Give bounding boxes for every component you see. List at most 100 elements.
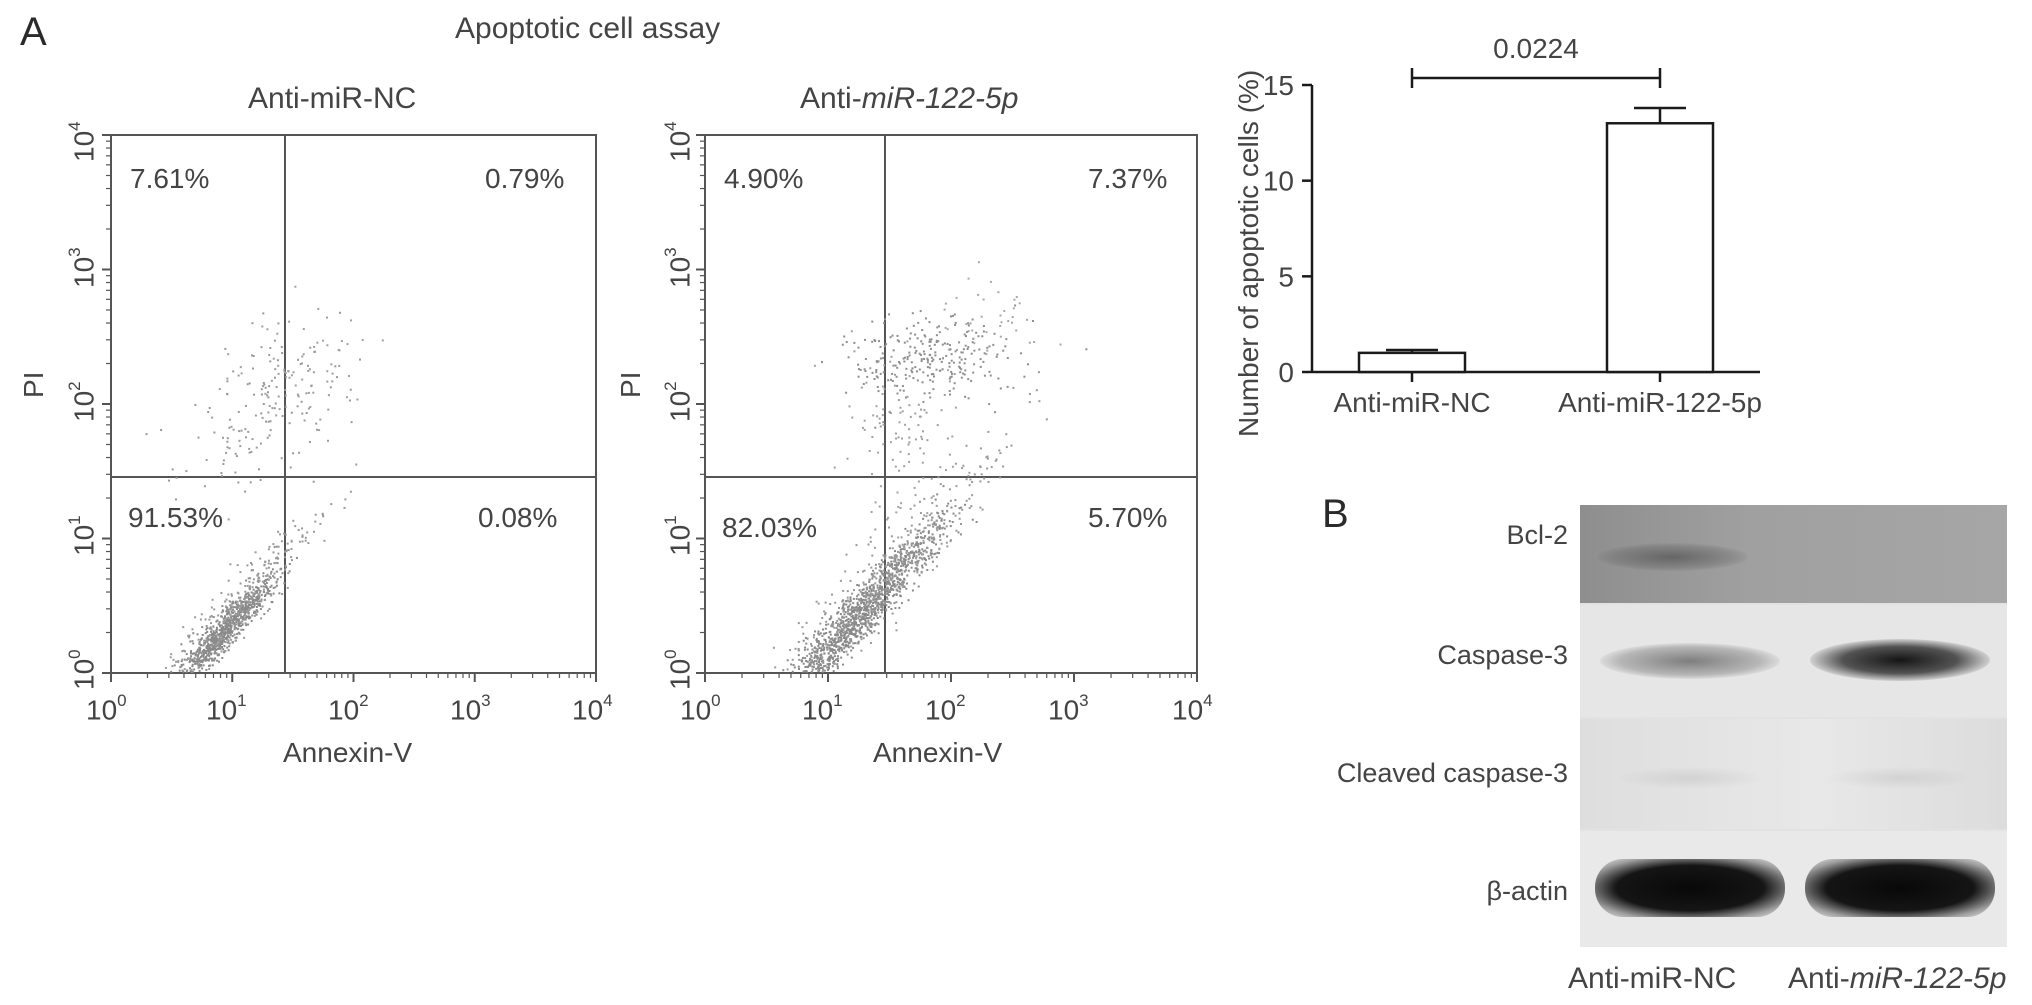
flow-event-dot bbox=[900, 565, 903, 568]
flow-event-dot bbox=[971, 341, 974, 344]
flow-event-dot bbox=[855, 636, 858, 638]
flow-event-dot bbox=[816, 667, 819, 670]
flow-event-dot bbox=[988, 403, 991, 406]
flow-event-dot bbox=[185, 470, 188, 473]
flow-event-dot bbox=[885, 600, 888, 603]
flow-event-dot bbox=[948, 390, 951, 392]
flow-event-dot bbox=[801, 660, 803, 663]
flow-event-dot bbox=[240, 429, 243, 432]
flow-event-dot bbox=[898, 362, 901, 365]
flow-event-dot bbox=[870, 618, 873, 621]
flow-event-dot bbox=[260, 599, 263, 602]
flow-event-dot bbox=[213, 634, 216, 637]
flow-event-dot bbox=[832, 670, 835, 673]
flow-event-dot bbox=[269, 562, 272, 565]
flow-event-dot bbox=[275, 545, 278, 548]
flow-event-dot bbox=[258, 589, 260, 592]
flow-event-dot bbox=[798, 668, 800, 670]
flow-event-dot bbox=[203, 639, 206, 642]
flow-event-dot bbox=[208, 667, 211, 670]
flow-event-dot bbox=[922, 550, 925, 553]
flow-event-dot bbox=[906, 541, 909, 544]
flow-event-dot bbox=[871, 613, 873, 616]
flow-event-dot bbox=[932, 358, 935, 361]
flow-event-dot bbox=[250, 562, 252, 564]
flow-event-dot bbox=[226, 612, 229, 615]
flow-event-dot bbox=[216, 659, 219, 662]
flow-event-dot bbox=[195, 650, 198, 653]
flow-event-dot bbox=[881, 352, 884, 355]
flow-event-dot bbox=[931, 533, 934, 536]
flow-plot-1-ytick-0: 100 bbox=[65, 649, 100, 690]
flow-event-dot bbox=[872, 589, 875, 592]
flow-event-dot bbox=[867, 621, 870, 624]
flow-event-dot bbox=[249, 603, 251, 606]
flow-event-dot bbox=[197, 653, 200, 656]
flow-event-dot bbox=[221, 646, 223, 648]
flow-event-dot bbox=[950, 353, 953, 356]
flow-event-dot bbox=[194, 403, 197, 406]
flow-event-dot bbox=[859, 629, 861, 632]
flow-event-dot bbox=[938, 369, 941, 372]
flow-event-dot bbox=[789, 649, 792, 652]
flow-event-dot bbox=[855, 622, 857, 625]
flow-event-dot bbox=[994, 459, 997, 462]
flow-event-dot bbox=[322, 515, 325, 518]
flow-event-dot bbox=[233, 628, 236, 631]
flow-event-dot bbox=[931, 556, 934, 559]
flow-event-dot bbox=[209, 615, 212, 618]
flow-event-dot bbox=[275, 580, 278, 583]
flow-event-dot bbox=[907, 563, 909, 566]
flow-event-dot bbox=[899, 570, 902, 573]
flow-event-dot bbox=[989, 374, 992, 377]
flow-event-dot bbox=[827, 652, 830, 655]
flow-event-dot bbox=[236, 600, 239, 603]
flow-event-dot bbox=[925, 563, 928, 566]
flow-event-dot bbox=[902, 581, 905, 584]
flow-event-dot bbox=[926, 439, 929, 442]
flow-event-dot bbox=[933, 553, 936, 556]
flow-event-dot bbox=[851, 416, 854, 419]
flow-event-dot bbox=[821, 617, 824, 619]
flow-event-dot bbox=[915, 349, 918, 352]
flow-event-dot bbox=[806, 660, 809, 663]
flow-event-dot bbox=[240, 605, 243, 608]
flow-event-dot bbox=[870, 608, 873, 611]
flow-event-dot bbox=[894, 364, 897, 367]
flow-event-dot bbox=[839, 618, 842, 621]
flow-event-dot bbox=[181, 658, 184, 661]
flow-event-dot bbox=[191, 670, 194, 673]
flow-event-dot bbox=[939, 483, 942, 486]
flow-event-dot bbox=[880, 601, 883, 604]
flow-event-dot bbox=[829, 603, 832, 605]
flow-event-dot bbox=[826, 648, 829, 651]
flow-event-dot bbox=[232, 428, 235, 431]
flow-event-dot bbox=[801, 657, 804, 659]
flow-event-dot bbox=[223, 628, 226, 631]
flow-event-dot bbox=[284, 568, 287, 571]
flow-event-dot bbox=[921, 564, 924, 567]
flow-event-dot bbox=[821, 666, 824, 669]
flow-event-dot bbox=[808, 652, 811, 655]
flow-event-dot bbox=[804, 666, 807, 668]
flow-event-dot bbox=[860, 638, 863, 641]
flow-event-dot bbox=[806, 648, 809, 651]
flow-event-dot bbox=[230, 638, 233, 641]
flow-event-dot bbox=[171, 665, 174, 668]
flow-event-dot bbox=[224, 637, 227, 640]
flow-event-dot bbox=[865, 634, 868, 637]
flow-event-dot bbox=[188, 661, 191, 664]
flow-event-dot bbox=[251, 563, 253, 566]
flow-event-dot bbox=[874, 610, 877, 613]
flow-event-dot bbox=[812, 661, 815, 664]
flow-event-dot bbox=[819, 632, 822, 635]
flow-event-dot bbox=[867, 613, 870, 616]
flow-event-dot bbox=[928, 557, 931, 560]
flow-event-dot bbox=[858, 610, 861, 613]
flow-event-dot bbox=[350, 421, 353, 424]
flow-event-dot bbox=[873, 607, 876, 610]
flow-event-dot bbox=[278, 592, 281, 595]
flow-event-dot bbox=[896, 581, 899, 583]
flow-event-dot bbox=[190, 650, 192, 653]
flow-event-dot bbox=[266, 394, 269, 397]
